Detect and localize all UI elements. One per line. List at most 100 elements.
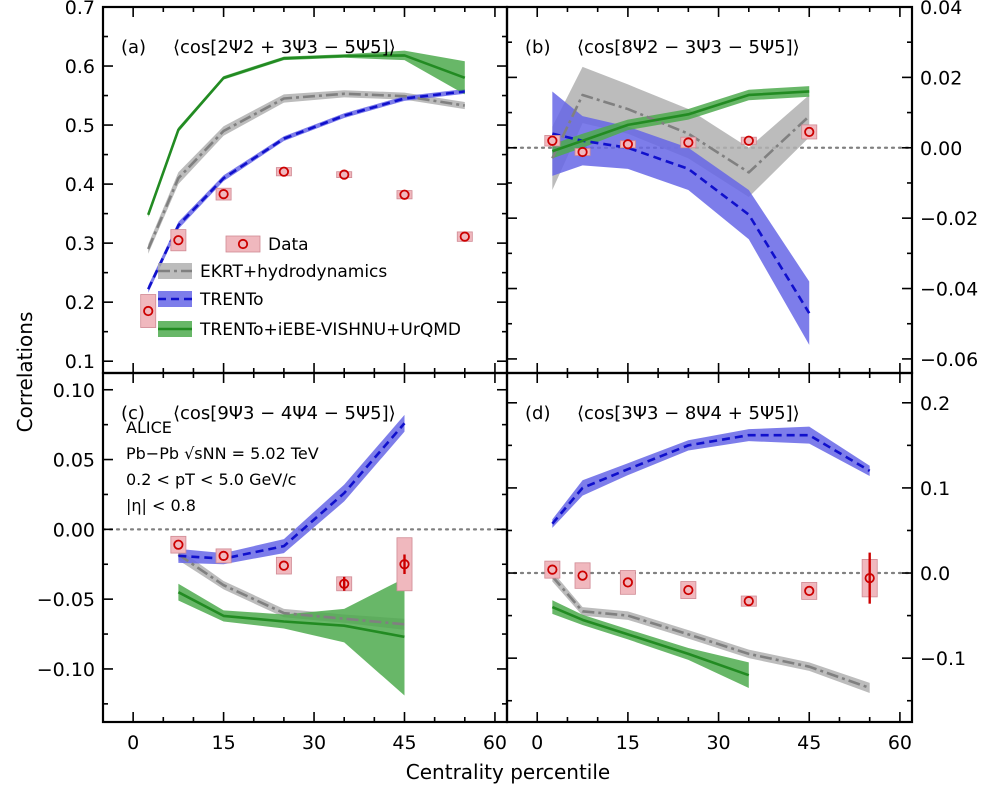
panel-c-data-point bbox=[278, 560, 289, 571]
panel-b-data-point bbox=[547, 135, 558, 146]
panel-c-data-syst-box bbox=[215, 548, 232, 564]
panel-c-data-point bbox=[173, 539, 184, 550]
info-text-line: |η| < 0.8 bbox=[126, 496, 196, 515]
panel-b-y-tick-label: 0.02 bbox=[920, 67, 962, 89]
panel-a-y-tick-label: 0.7 bbox=[65, 0, 95, 19]
panel-a-data-syst-box bbox=[396, 190, 413, 200]
panel-d-data-point bbox=[547, 564, 558, 575]
panel-c-x-tick-label: 30 bbox=[302, 732, 326, 754]
panel-a-ekrt-line bbox=[147, 92, 465, 250]
panel-c-title: ⟨cos[9Ψ3 − 4Ψ4 − 5Ψ5]⟩ bbox=[173, 403, 396, 424]
legend-data-box bbox=[225, 235, 261, 253]
panel-c-data-point bbox=[339, 578, 350, 589]
frame-layer bbox=[101, 5, 914, 724]
legend-data-marker bbox=[237, 238, 249, 250]
panel-b-data-syst-box bbox=[619, 140, 636, 149]
panel-a-y-tick-label: 0.6 bbox=[65, 56, 95, 78]
panel-c-data-syst-box bbox=[170, 535, 187, 554]
panel-b-y-tick-label: −0.02 bbox=[920, 208, 978, 230]
panel-a-data-syst-box bbox=[215, 187, 232, 201]
panel-d-vishnu-band bbox=[552, 600, 749, 688]
panel-d-y-tick-label: 0.0 bbox=[920, 563, 950, 585]
panel-d-data-point bbox=[864, 573, 875, 584]
panel-a-data-point bbox=[399, 189, 410, 200]
panel-c-vishnu-band bbox=[178, 578, 405, 696]
panel-d-ekrt-line bbox=[551, 575, 871, 690]
panel-d-data-point bbox=[804, 585, 815, 597]
panel-c-label: (c) bbox=[121, 403, 145, 424]
panel-b-vishnu-line bbox=[551, 90, 810, 153]
panel-c-trento-band bbox=[178, 414, 405, 565]
panel-a-title: ⟨cos[2Ψ2 + 3Ψ3 − 5Ψ5]⟩ bbox=[173, 37, 396, 58]
panel-c-data-syst-box bbox=[275, 556, 292, 575]
panel-c-y-tick-label: 0.00 bbox=[53, 519, 95, 541]
panel-d-x-tick-label: 0 bbox=[531, 732, 543, 754]
panel-d-label: (d) bbox=[525, 403, 550, 424]
panel-c-data-point bbox=[399, 559, 410, 570]
panel-b-data-syst-box bbox=[574, 148, 591, 156]
panel-b-y-tick-label: 0.00 bbox=[920, 138, 962, 160]
panel-b-data-syst-box bbox=[740, 136, 757, 145]
panel-a-vishnu-line bbox=[146, 54, 466, 216]
panels-layer bbox=[103, 50, 912, 696]
panel-a-data-point bbox=[278, 166, 289, 177]
panel-b-data-syst-box bbox=[680, 136, 697, 149]
panel-d-vishnu-line bbox=[551, 605, 750, 677]
panel-b-data-point bbox=[743, 135, 754, 146]
panel-a-data-point bbox=[218, 189, 229, 200]
panel-b-data-point bbox=[804, 126, 815, 138]
panel-d-data-syst-box bbox=[619, 570, 636, 595]
panel-b-data-syst-box bbox=[801, 124, 818, 140]
panel-d-frame bbox=[505, 371, 914, 724]
panel-c-data-point bbox=[218, 550, 229, 561]
panel-b-label: (b) bbox=[525, 37, 550, 58]
panel-d-data-point bbox=[577, 570, 588, 581]
panel-d-y-tick-label: −0.1 bbox=[920, 648, 966, 670]
panel-a-y-tick-label: 0.5 bbox=[65, 115, 95, 137]
panel-a-y-tick-label: 0.4 bbox=[65, 174, 95, 196]
panel-d-data-syst-box bbox=[801, 582, 818, 600]
panel-c-trento-line bbox=[178, 422, 406, 560]
panel-b-data-point bbox=[577, 146, 588, 158]
panel-a-trento-line bbox=[147, 90, 465, 290]
panel-c-x-tick-label: 0 bbox=[127, 732, 139, 754]
panel-a-data-point bbox=[339, 169, 350, 180]
panel-d-x-tick-label: 60 bbox=[888, 732, 912, 754]
panel-d-plot-area bbox=[507, 426, 912, 694]
legend-label-ekrt: EKRT+hydrodynamics bbox=[200, 262, 387, 282]
panel-b-data-point bbox=[683, 137, 694, 148]
y-axis-title: Correlations bbox=[13, 312, 37, 433]
panel-c-x-tick-label: 45 bbox=[392, 732, 416, 754]
panel-d-data-point bbox=[743, 596, 754, 607]
panel-d-x-tick-label: 15 bbox=[616, 732, 640, 754]
panel-d-x-tick-label: 30 bbox=[706, 732, 730, 754]
legend-label-vishnu: TRENTo+iEBE-VISHNU+UrQMD bbox=[199, 320, 461, 340]
panel-a-data-point bbox=[173, 235, 184, 246]
panel-c-y-tick-label: 0.10 bbox=[53, 380, 95, 402]
panel-d-data-syst-box bbox=[680, 581, 697, 599]
text-layer: Correlations Centrality percentile 0.1 0.… bbox=[13, 0, 978, 784]
panel-b-data-point bbox=[622, 139, 633, 150]
panel-c-x-tick-label: 15 bbox=[212, 732, 236, 754]
panel-c-x-tick-label: 60 bbox=[483, 732, 507, 754]
panel-b-trento-line bbox=[552, 132, 811, 314]
panel-a-label: (a) bbox=[121, 37, 146, 58]
panel-a-y-tick-label: 0.2 bbox=[65, 292, 95, 314]
panel-b-data-syst-box bbox=[544, 135, 561, 147]
panel-b-y-tick-label: 0.04 bbox=[920, 0, 962, 19]
legend-label-data: Data bbox=[268, 235, 309, 255]
info-text-line: 0.2 < pT < 5.0 GeV/c bbox=[126, 470, 296, 489]
panel-b-plot-area bbox=[507, 66, 912, 345]
x-axis-title: Centrality percentile bbox=[406, 760, 610, 784]
info-text-line: ALICE bbox=[126, 418, 172, 437]
panel-a-data-syst-box bbox=[170, 229, 187, 252]
panel-a-data-point bbox=[143, 305, 154, 317]
panel-a-y-tick-label: 0.3 bbox=[65, 233, 95, 255]
panel-c-ekrt-line bbox=[177, 553, 405, 626]
panel-d-data-point bbox=[622, 577, 633, 588]
panel-d-trento-band bbox=[552, 426, 870, 528]
panel-d-y-tick-label: 0.2 bbox=[920, 393, 950, 415]
panel-b-ekrt-band bbox=[552, 66, 810, 198]
